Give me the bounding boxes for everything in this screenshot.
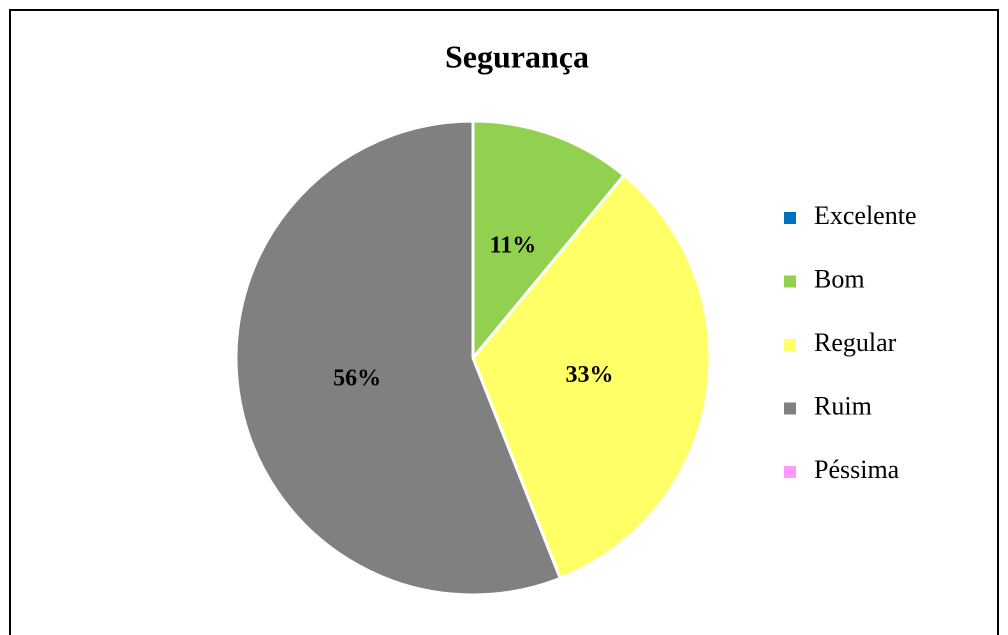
chart-title: Segurança (445, 38, 589, 74)
legend-label: Péssima (814, 455, 900, 484)
pie-slice (234, 119, 563, 597)
legend-swatch (784, 339, 796, 351)
legend-swatch (784, 466, 796, 478)
legend-swatch (784, 275, 796, 288)
legend-label: Excelente (814, 201, 917, 230)
data-label: 33% (566, 362, 614, 388)
pie-slice (471, 173, 712, 581)
legend-swatch (784, 212, 796, 224)
pie-slice (471, 119, 627, 363)
legend-label: Regular (814, 328, 897, 357)
data-label: 56% (333, 366, 381, 392)
legend-label: Ruim (814, 391, 872, 420)
legend-label: Bom (814, 264, 865, 293)
legend-swatch (784, 402, 796, 415)
data-label: 11% (490, 232, 537, 258)
